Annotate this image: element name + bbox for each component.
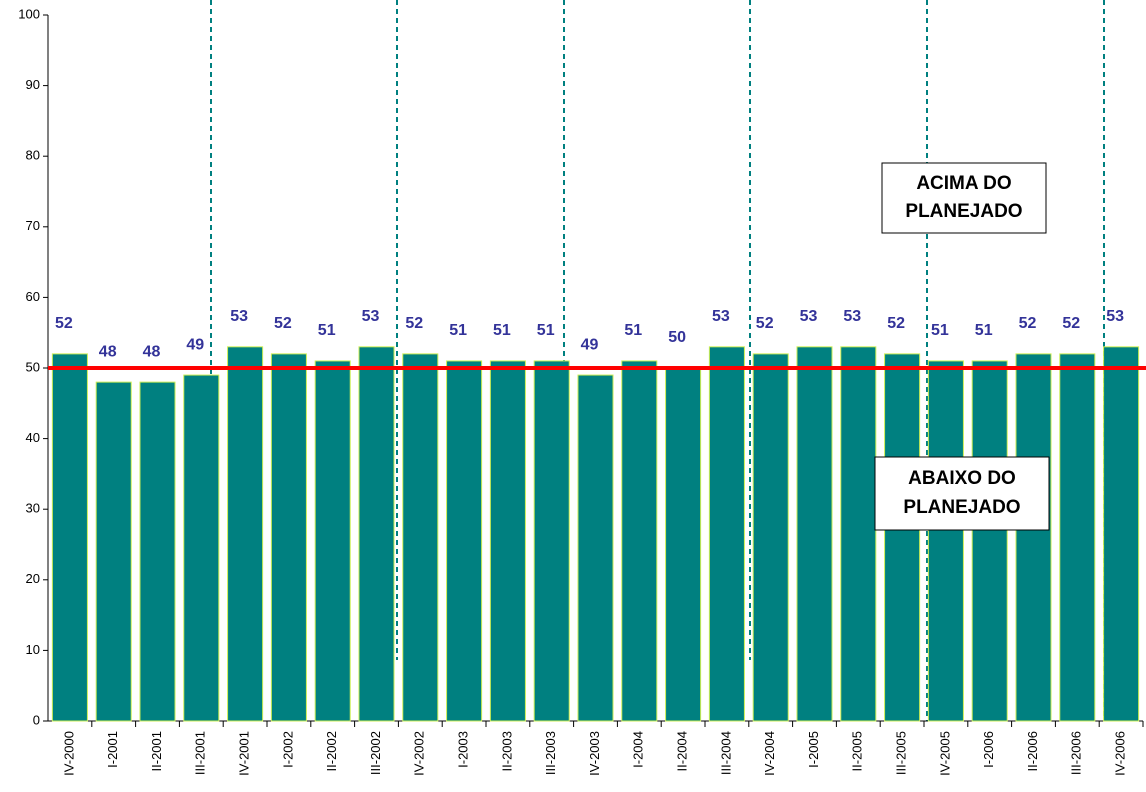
value-label: 53 bbox=[712, 308, 730, 325]
x-tick-label: IV-2000 bbox=[61, 731, 76, 776]
bar bbox=[489, 360, 526, 722]
x-tick-label: II-2006 bbox=[1025, 731, 1040, 771]
value-label: 52 bbox=[405, 315, 423, 332]
x-tick-label: IV-2005 bbox=[937, 731, 952, 776]
value-label: 51 bbox=[931, 322, 949, 339]
x-tick-label: II-2005 bbox=[850, 731, 865, 771]
x-tick-label: IV-2002 bbox=[412, 731, 427, 776]
y-tick-label: 70 bbox=[26, 218, 40, 233]
bar bbox=[1015, 353, 1052, 722]
x-tick-label: IV-2001 bbox=[237, 731, 252, 776]
x-tick-label: III-2002 bbox=[368, 731, 383, 775]
x-tick-label: IV-2003 bbox=[587, 731, 602, 776]
y-tick-label: 60 bbox=[26, 289, 40, 304]
bar bbox=[971, 360, 1008, 722]
y-tick-label: 100 bbox=[18, 6, 40, 21]
annotation-box bbox=[881, 162, 1047, 234]
x-tick-label: III-2001 bbox=[193, 731, 208, 775]
value-label: 53 bbox=[1106, 308, 1124, 325]
x-tick-label: III-2004 bbox=[718, 731, 733, 775]
x-tick-label: III-2006 bbox=[1069, 731, 1084, 775]
bar bbox=[708, 346, 745, 722]
y-tick-label: 0 bbox=[33, 712, 40, 727]
value-label: 52 bbox=[1019, 315, 1037, 332]
x-tick-label: III-2003 bbox=[543, 731, 558, 775]
bar bbox=[621, 360, 658, 722]
y-tick-label: 90 bbox=[26, 77, 40, 92]
x-tick-label: IV-2006 bbox=[1113, 731, 1128, 776]
x-tick-label: III-2005 bbox=[894, 731, 909, 775]
value-label: 51 bbox=[975, 322, 993, 339]
value-label: 53 bbox=[800, 308, 818, 325]
y-tick-label: 20 bbox=[26, 571, 40, 586]
y-tick-label: 10 bbox=[26, 642, 40, 657]
bar bbox=[796, 346, 833, 722]
value-label: 51 bbox=[624, 322, 642, 339]
bar bbox=[227, 346, 264, 722]
value-label: 51 bbox=[449, 322, 467, 339]
x-tick-label: II-2001 bbox=[149, 731, 164, 771]
bar bbox=[665, 367, 702, 722]
value-label: 52 bbox=[1062, 315, 1080, 332]
bar bbox=[358, 346, 395, 722]
value-label: 49 bbox=[581, 336, 599, 353]
x-tick-label: II-2003 bbox=[499, 731, 514, 771]
y-tick-label: 80 bbox=[26, 148, 40, 163]
value-label: 52 bbox=[55, 315, 73, 332]
bar bbox=[927, 360, 964, 722]
annotation: ACIMA DO bbox=[916, 173, 1011, 194]
x-tick-label: II-2002 bbox=[324, 731, 339, 771]
bar bbox=[884, 353, 921, 722]
value-label: 52 bbox=[274, 315, 292, 332]
x-tick-label: I-2003 bbox=[456, 731, 471, 768]
y-tick-label: 50 bbox=[26, 359, 40, 374]
bar bbox=[402, 353, 439, 722]
value-label: 52 bbox=[756, 315, 774, 332]
value-label: 51 bbox=[318, 322, 336, 339]
value-label: 48 bbox=[143, 343, 161, 360]
value-label: 53 bbox=[843, 308, 861, 325]
y-tick-label: 40 bbox=[26, 430, 40, 445]
x-tick-label: I-2006 bbox=[981, 731, 996, 768]
x-tick-label: I-2004 bbox=[631, 731, 646, 768]
value-label: 49 bbox=[186, 336, 204, 353]
value-label: 52 bbox=[887, 315, 905, 332]
bar bbox=[314, 360, 351, 722]
bar bbox=[752, 353, 789, 722]
value-label: 51 bbox=[537, 322, 555, 339]
bar bbox=[139, 381, 176, 722]
annotation: PLANEJADO bbox=[903, 497, 1020, 518]
x-tick-label: I-2001 bbox=[105, 731, 120, 768]
bar bbox=[183, 374, 220, 722]
bar bbox=[95, 381, 132, 722]
bar bbox=[270, 353, 307, 722]
x-tick-label: IV-2004 bbox=[762, 731, 777, 776]
annotation: PLANEJADO bbox=[905, 201, 1022, 222]
value-label: 50 bbox=[668, 329, 686, 346]
bar bbox=[446, 360, 483, 722]
value-label: 51 bbox=[493, 322, 511, 339]
annotation: ABAIXO DO bbox=[908, 468, 1016, 489]
bar bbox=[533, 360, 570, 722]
bar bbox=[840, 346, 877, 722]
y-tick-label: 30 bbox=[26, 501, 40, 516]
bar bbox=[1059, 353, 1096, 722]
bar bbox=[51, 353, 88, 722]
bar bbox=[577, 374, 614, 722]
bar bbox=[1103, 346, 1140, 722]
x-tick-label: I-2005 bbox=[806, 731, 821, 768]
value-label: 53 bbox=[230, 308, 248, 325]
value-label: 53 bbox=[362, 308, 380, 325]
x-tick-label: I-2002 bbox=[280, 731, 295, 768]
x-tick-label: II-2004 bbox=[675, 731, 690, 771]
annotation-box bbox=[874, 456, 1050, 531]
value-label: 48 bbox=[99, 343, 117, 360]
